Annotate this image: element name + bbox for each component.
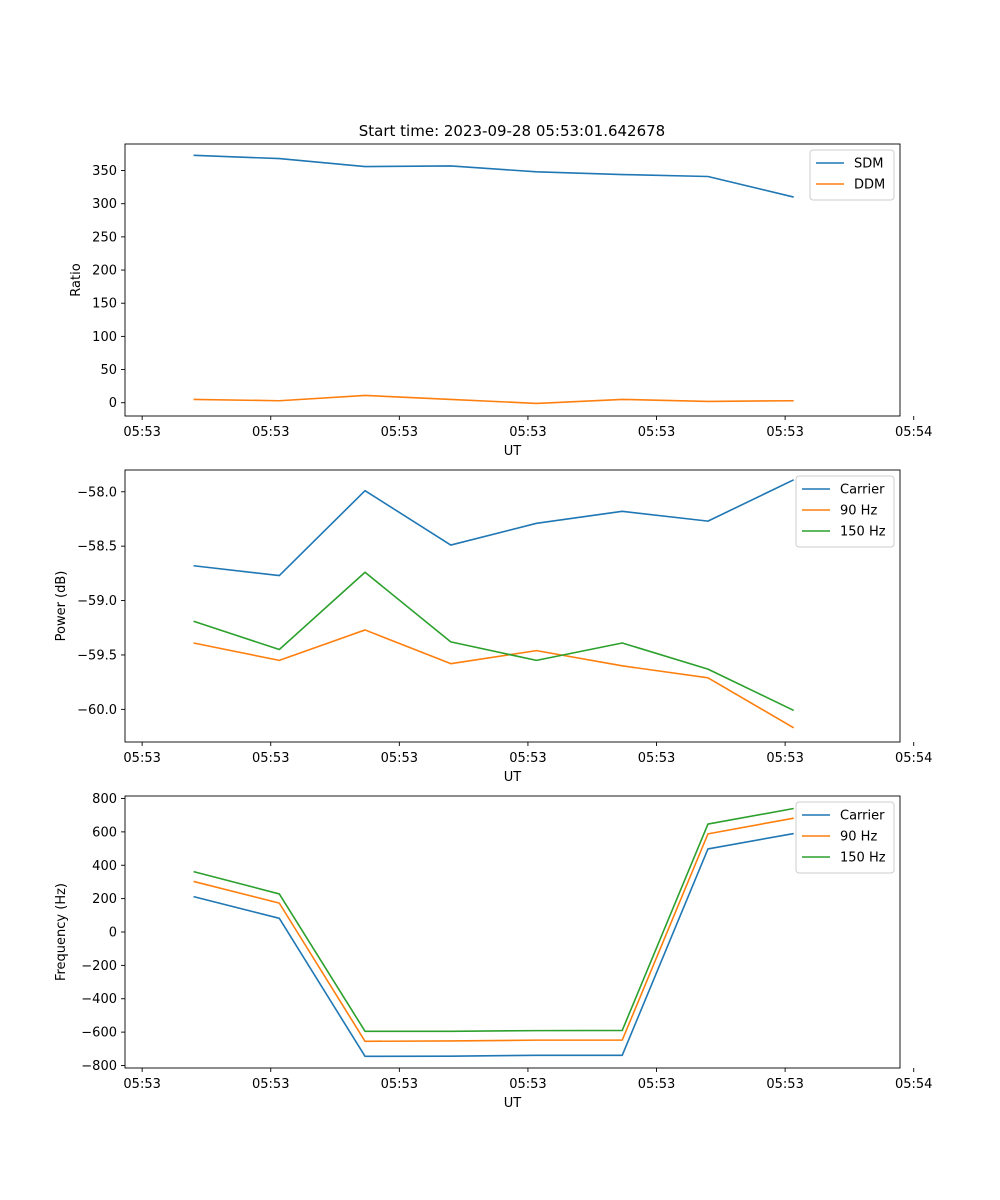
y-tick-label: 50 xyxy=(100,363,117,378)
y-tick-label: 350 xyxy=(92,164,117,179)
x-tick-label: 05:53 xyxy=(638,751,675,766)
legend-label-carrier: Carrier xyxy=(840,483,885,498)
x-axis-label: UT xyxy=(504,1096,522,1111)
y-tick-label: 0 xyxy=(109,396,117,411)
x-tick-label: 05:53 xyxy=(766,1077,803,1092)
x-tick-label: 05:53 xyxy=(638,1077,675,1092)
series-line-ddm xyxy=(193,394,794,405)
y-axis-label: Frequency (Hz) xyxy=(54,883,69,981)
series-line-150-hz xyxy=(193,807,794,1033)
x-tick-label: 05:54 xyxy=(895,425,932,440)
series-line-sdm xyxy=(193,154,794,198)
x-axis-label: UT xyxy=(504,770,522,785)
x-tick-label: 05:54 xyxy=(895,751,932,766)
y-tick-label: 800 xyxy=(92,792,117,807)
series-line-carrier xyxy=(193,479,795,577)
series-line-150-hz xyxy=(193,571,795,712)
x-tick-label: 05:53 xyxy=(381,751,418,766)
y-tick-label: 150 xyxy=(92,297,117,312)
x-tick-label: 05:53 xyxy=(123,1077,160,1092)
y-tick-label: −59.0 xyxy=(77,594,117,609)
legend-box xyxy=(795,475,895,548)
x-axis-label: UT xyxy=(504,444,522,459)
axes-frame xyxy=(124,469,901,743)
legend-label-sdm: SDM xyxy=(854,157,883,172)
legend-label-90-hz: 90 Hz xyxy=(840,504,877,519)
x-tick-label: 05:53 xyxy=(252,1077,289,1092)
y-tick-label: 200 xyxy=(92,264,117,279)
y-tick-label: 300 xyxy=(92,197,117,212)
series-line-90-hz xyxy=(193,629,795,729)
legend-label-150-hz: 150 Hz xyxy=(840,525,886,540)
y-tick-label: −600 xyxy=(81,1026,117,1041)
y-tick-label: 250 xyxy=(92,230,117,245)
legend-label-carrier: Carrier xyxy=(840,809,885,824)
legend-label-150-hz: 150 Hz xyxy=(840,851,886,866)
y-tick-label: −800 xyxy=(81,1059,117,1074)
y-tick-label: 600 xyxy=(92,825,117,840)
y-axis-label: Ratio xyxy=(69,263,84,296)
y-tick-label: −200 xyxy=(81,959,117,974)
axes-frame xyxy=(124,795,901,1069)
series-line-90-hz xyxy=(193,817,794,1043)
y-tick-label: −60.0 xyxy=(77,703,117,718)
y-tick-label: −58.0 xyxy=(77,485,117,500)
y-tick-label: −58.5 xyxy=(77,540,117,555)
x-tick-label: 05:53 xyxy=(638,425,675,440)
chart-title: Start time: 2023-09-28 05:53:01.642678 xyxy=(359,122,665,140)
x-tick-label: 05:54 xyxy=(895,1077,932,1092)
y-tick-label: 100 xyxy=(92,330,117,345)
legend-label-90-hz: 90 Hz xyxy=(840,830,877,845)
y-axis-label: Power (dB) xyxy=(54,571,69,642)
x-tick-label: 05:53 xyxy=(381,425,418,440)
y-tick-label: 0 xyxy=(109,926,117,941)
x-tick-label: 05:53 xyxy=(509,751,546,766)
legend-label-ddm: DDM xyxy=(854,178,885,193)
x-tick-label: 05:53 xyxy=(509,1077,546,1092)
x-tick-label: 05:53 xyxy=(252,751,289,766)
x-tick-label: 05:53 xyxy=(766,425,803,440)
y-tick-label: −400 xyxy=(81,992,117,1007)
y-tick-label: 400 xyxy=(92,859,117,874)
x-tick-label: 05:53 xyxy=(123,425,160,440)
axes-frame xyxy=(124,143,901,417)
y-tick-label: −59.5 xyxy=(77,648,117,663)
x-tick-label: 05:53 xyxy=(381,1077,418,1092)
x-tick-label: 05:53 xyxy=(252,425,289,440)
x-tick-label: 05:53 xyxy=(123,751,160,766)
x-tick-label: 05:53 xyxy=(766,751,803,766)
legend-box xyxy=(795,801,895,874)
x-tick-label: 05:53 xyxy=(509,425,546,440)
y-tick-label: 200 xyxy=(92,892,117,907)
series-line-carrier xyxy=(193,832,794,1058)
